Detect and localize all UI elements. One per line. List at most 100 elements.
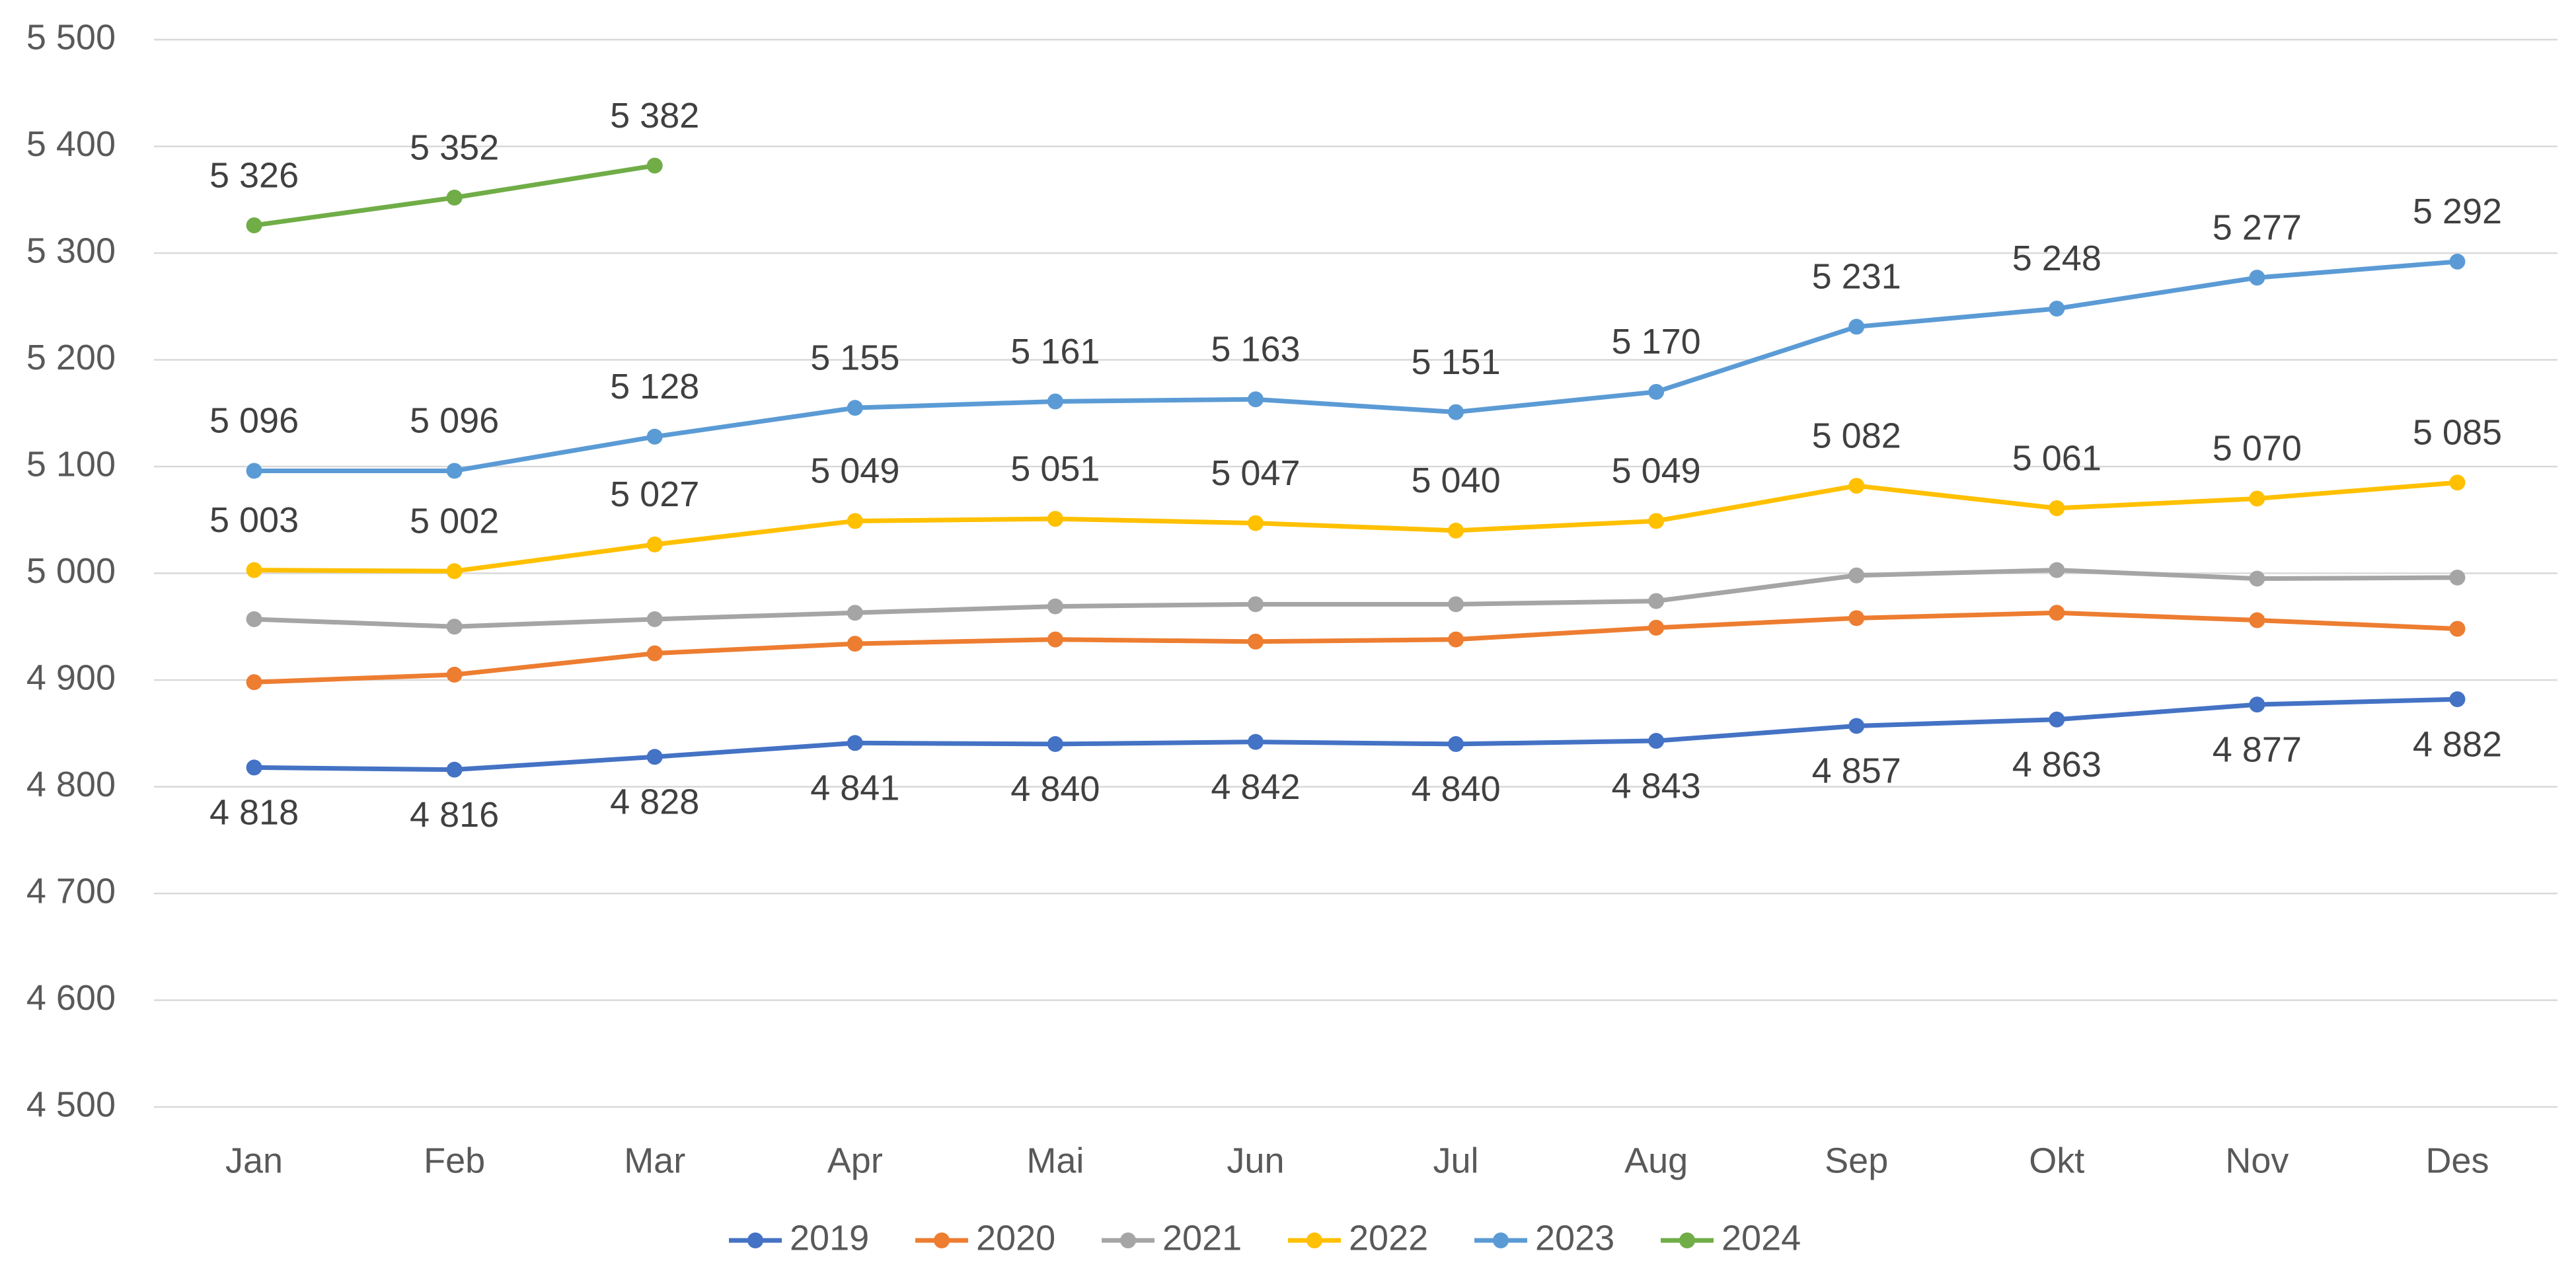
- point-marker: [847, 513, 863, 529]
- data-label: 5 163: [1211, 330, 1300, 369]
- legend-label: 2024: [1722, 1218, 1801, 1258]
- point-marker: [2449, 474, 2466, 491]
- data-label: 4 816: [410, 795, 499, 835]
- data-label: 4 882: [2413, 724, 2502, 764]
- point-marker: [446, 761, 463, 778]
- point-marker: [2249, 570, 2265, 587]
- legend-label: 2022: [1349, 1218, 1428, 1258]
- point-marker: [2449, 621, 2466, 637]
- data-label: 5 292: [2413, 192, 2502, 231]
- x-tick-label: Mar: [624, 1141, 685, 1180]
- point-marker: [1448, 631, 1464, 648]
- data-label: 5 047: [1211, 453, 1300, 493]
- x-tick-label: Jun: [1227, 1141, 1284, 1180]
- data-label: 4 877: [2213, 730, 2302, 769]
- series-line: [252, 259, 2460, 473]
- series-line: [252, 480, 2460, 574]
- legend-marker: [1120, 1232, 1136, 1248]
- point-marker: [1247, 633, 1264, 650]
- data-label: 5 070: [2213, 429, 2302, 469]
- legend-label: 2023: [1535, 1218, 1614, 1258]
- point-marker: [1247, 391, 1264, 408]
- point-marker: [446, 190, 463, 206]
- point-marker: [2049, 711, 2065, 728]
- x-tick-label: Aug: [1624, 1141, 1688, 1180]
- data-label: 5 002: [410, 502, 499, 541]
- legend-label: 2019: [790, 1218, 869, 1258]
- data-label: 5 128: [610, 367, 699, 406]
- point-marker: [446, 619, 463, 635]
- point-marker: [2449, 253, 2466, 270]
- point-marker: [2049, 562, 2065, 578]
- data-label: 5 003: [209, 500, 299, 540]
- legend-marker: [1493, 1232, 1509, 1248]
- x-tick-label: Okt: [2029, 1141, 2084, 1180]
- point-marker: [1648, 383, 1665, 400]
- data-label: 5 051: [1010, 449, 1100, 488]
- point-marker: [646, 428, 663, 445]
- point-marker: [1448, 736, 1464, 752]
- x-tick-label: Apr: [827, 1141, 883, 1180]
- point-marker: [2249, 270, 2265, 286]
- data-label: 5 027: [610, 474, 699, 514]
- legend-label: 2021: [1162, 1218, 1242, 1258]
- point-marker: [246, 217, 262, 234]
- data-label: 5 049: [1612, 451, 1701, 491]
- point-marker: [646, 749, 663, 765]
- y-tick-label: 4 800: [26, 765, 116, 804]
- point-marker: [847, 605, 863, 621]
- data-label: 5 352: [410, 128, 499, 167]
- legend-marker: [747, 1232, 763, 1248]
- point-marker: [1047, 511, 1063, 527]
- x-tick-label: Feb: [424, 1141, 485, 1180]
- y-tick-label: 4 500: [26, 1084, 116, 1124]
- point-marker: [1247, 596, 1264, 613]
- point-marker: [1648, 619, 1665, 636]
- point-marker: [1047, 393, 1063, 410]
- point-marker: [2249, 612, 2265, 628]
- point-marker: [1247, 515, 1264, 531]
- data-label: 5 170: [1612, 322, 1701, 361]
- x-tick-label: Sep: [1825, 1141, 1888, 1180]
- point-marker: [646, 611, 663, 627]
- x-tick-label: Jul: [1433, 1141, 1479, 1180]
- data-label: 4 857: [1812, 751, 1901, 791]
- point-marker: [1047, 598, 1063, 615]
- point-marker: [646, 645, 663, 662]
- point-marker: [2449, 691, 2466, 708]
- data-label: 5 040: [1411, 461, 1500, 500]
- point-marker: [446, 666, 463, 683]
- data-label: 5 151: [1411, 342, 1500, 382]
- point-marker: [1848, 610, 1865, 626]
- data-label: 4 840: [1010, 769, 1100, 809]
- point-marker: [2049, 300, 2065, 317]
- y-tick-label: 5 300: [26, 231, 116, 270]
- y-tick-label: 4 700: [26, 871, 116, 911]
- point-marker: [1448, 596, 1464, 613]
- y-tick-label: 5 100: [26, 444, 116, 484]
- data-label: 4 818: [209, 793, 299, 833]
- data-label: 5 049: [810, 451, 899, 491]
- point-marker: [446, 463, 463, 479]
- point-marker: [1848, 319, 1865, 335]
- point-marker: [246, 463, 262, 479]
- data-label: 4 828: [610, 782, 699, 822]
- data-label: 5 382: [610, 96, 699, 135]
- series-line: [252, 568, 2460, 629]
- data-label: 5 277: [2213, 208, 2302, 247]
- point-marker: [1448, 404, 1464, 420]
- data-label: 5 061: [2012, 438, 2102, 478]
- legend-marker: [1307, 1232, 1322, 1248]
- point-marker: [1848, 718, 1865, 734]
- point-marker: [2249, 490, 2265, 507]
- point-marker: [1047, 736, 1063, 752]
- point-marker: [1047, 631, 1063, 648]
- data-label: 5 096: [209, 401, 299, 441]
- point-marker: [847, 400, 863, 416]
- y-tick-label: 5 400: [26, 124, 116, 164]
- x-tick-label: Nov: [2225, 1141, 2289, 1180]
- series-line: [252, 697, 2460, 773]
- point-marker: [1247, 734, 1264, 750]
- point-marker: [1648, 593, 1665, 609]
